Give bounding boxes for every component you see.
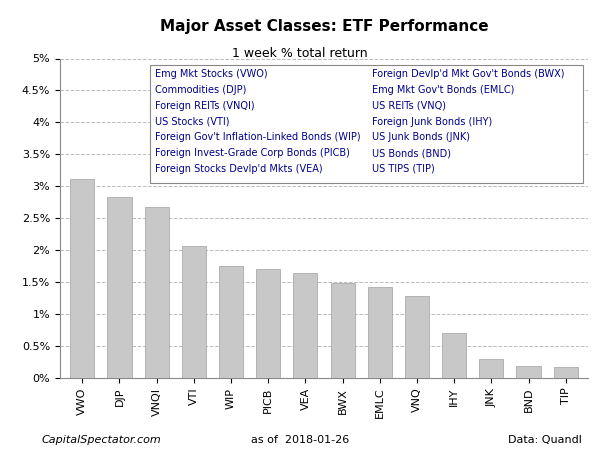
Text: US REITs (VNQ): US REITs (VNQ)	[371, 101, 446, 111]
Text: US TIPS (TIP): US TIPS (TIP)	[371, 164, 434, 174]
Bar	[554, 367, 578, 378]
Title: Major Asset Classes: ETF Performance: Major Asset Classes: ETF Performance	[160, 19, 488, 34]
Text: Foreign Stocks Devlp'd Mkts (VEA): Foreign Stocks Devlp'd Mkts (VEA)	[155, 164, 323, 174]
Text: Foreign Invest-Grade Corp Bonds (PICB): Foreign Invest-Grade Corp Bonds (PICB)	[155, 148, 350, 158]
Bar	[331, 284, 355, 378]
Text: Foreign Devlp'd Mkt Gov't Bonds (BWX): Foreign Devlp'd Mkt Gov't Bonds (BWX)	[371, 69, 564, 79]
Text: Commodities (DJP): Commodities (DJP)	[155, 85, 247, 95]
Bar	[368, 287, 392, 378]
FancyBboxPatch shape	[150, 65, 583, 183]
Text: Foreign REITs (VNQI): Foreign REITs (VNQI)	[155, 101, 254, 111]
Bar	[405, 296, 429, 378]
Text: as of  2018-01-26: as of 2018-01-26	[251, 435, 349, 445]
Text: CapitalSpectator.com: CapitalSpectator.com	[42, 435, 162, 445]
Text: Emg Mkt Gov't Bonds (EMLC): Emg Mkt Gov't Bonds (EMLC)	[371, 85, 514, 95]
Bar	[256, 270, 280, 378]
Text: Data: Quandl: Data: Quandl	[508, 435, 582, 445]
Bar	[182, 246, 206, 378]
Bar	[70, 179, 94, 378]
Bar	[517, 366, 541, 378]
Text: Foreign Gov't Inflation-Linked Bonds (WIP): Foreign Gov't Inflation-Linked Bonds (WI…	[155, 132, 361, 142]
Text: Emg Mkt Stocks (VWO): Emg Mkt Stocks (VWO)	[155, 69, 268, 79]
Bar	[293, 273, 317, 378]
Bar	[219, 266, 243, 378]
Bar	[442, 333, 466, 378]
Text: US Junk Bonds (JNK): US Junk Bonds (JNK)	[371, 132, 470, 142]
Bar	[107, 197, 131, 378]
Bar	[145, 207, 169, 378]
Text: US Bonds (BND): US Bonds (BND)	[371, 148, 451, 158]
Text: 1 week % total return: 1 week % total return	[232, 47, 368, 60]
Text: Foreign Junk Bonds (IHY): Foreign Junk Bonds (IHY)	[371, 117, 492, 126]
Bar	[479, 359, 503, 378]
Text: US Stocks (VTI): US Stocks (VTI)	[155, 117, 230, 126]
